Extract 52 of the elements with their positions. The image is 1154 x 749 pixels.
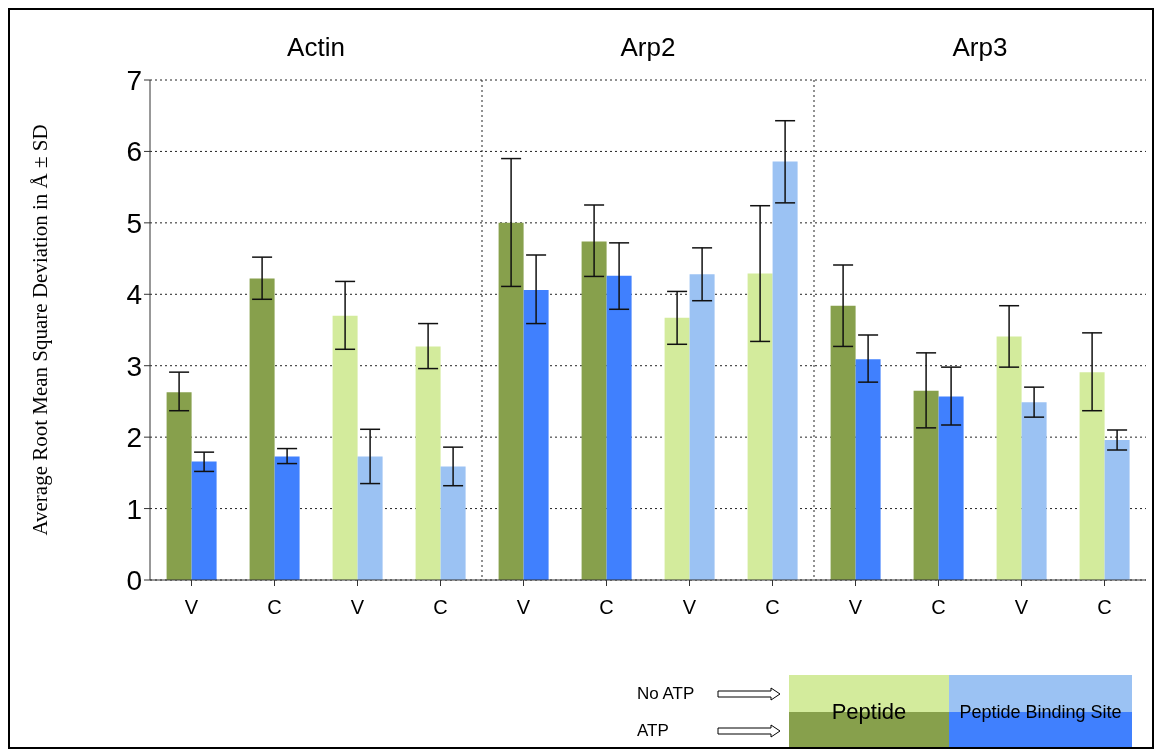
x-tick-label: V [1014,596,1029,619]
x-tick-label: V [350,596,365,619]
text: Actin [286,32,346,63]
bar [166,392,192,580]
bar [332,315,358,580]
bar [664,317,690,580]
text: Peptide Binding Site [958,701,1123,724]
bar [996,336,1022,580]
y-tick-label: 4 [126,279,142,311]
x-tick-label: C [267,596,282,619]
bar [689,274,715,580]
bar [415,346,441,580]
x-tick-label: V [516,596,531,619]
y-tick-label: 7 [126,64,142,96]
y-tick-label: 6 [126,136,142,168]
bar [772,161,798,580]
y-axis-title: Average Root Mean Square Deviation in Å ± SD [28,124,53,536]
bar [913,390,939,580]
y-tick-label: 0 [126,564,142,596]
bar [191,461,217,580]
bar [747,273,773,580]
bar [830,305,856,580]
text: No ATP [637,683,696,704]
y-tick-label: 1 [126,493,142,525]
bar [249,278,275,580]
y-tick-label: 5 [126,207,142,239]
text: Peptide [830,698,908,726]
bar [498,222,524,580]
bar [606,275,632,580]
bar [1021,402,1047,580]
x-tick-label: C [931,596,946,619]
text: ATP [637,720,670,741]
bar [274,456,300,580]
x-tick-label: V [848,596,863,619]
y-tick-label: 2 [126,422,142,454]
x-tick-label: C [599,596,614,619]
x-tick-label: V [682,596,697,619]
y-tick-label: 3 [126,350,142,382]
text: Arp3 [951,32,1009,63]
x-tick-label: C [433,596,448,619]
text: Arp2 [619,32,677,63]
bar [1079,372,1105,580]
x-tick-label: C [765,596,780,619]
bar [357,456,383,580]
bar [523,290,549,580]
bar [1104,440,1130,580]
bar [581,241,607,580]
x-tick-label: V [184,596,199,619]
x-tick-label: C [1097,596,1112,619]
bar [938,396,964,580]
bar [440,466,466,580]
bar [855,359,881,580]
